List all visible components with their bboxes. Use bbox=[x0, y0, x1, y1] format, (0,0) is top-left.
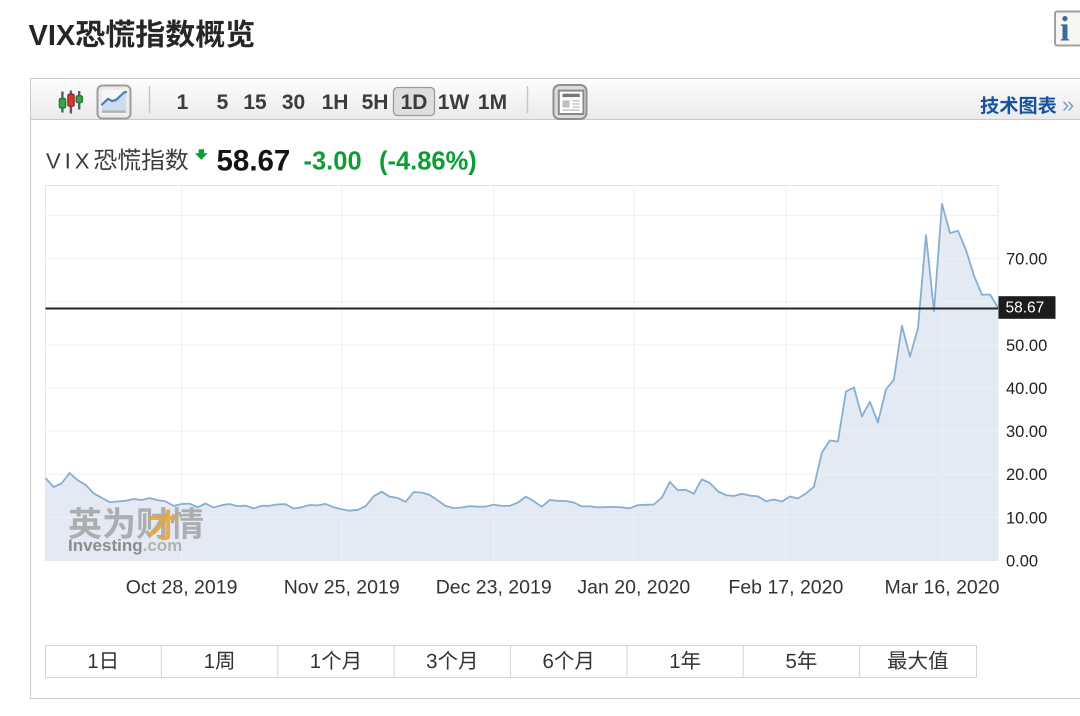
svg-text:1M: 1M bbox=[478, 91, 507, 114]
svg-text:»: » bbox=[1062, 92, 1074, 117]
svg-text:10.00: 10.00 bbox=[1006, 509, 1047, 527]
svg-text:1: 1 bbox=[177, 91, 189, 114]
svg-text:5: 5 bbox=[217, 91, 229, 114]
svg-text:Dec 23, 2019: Dec 23, 2019 bbox=[436, 577, 552, 599]
svg-text:15: 15 bbox=[243, 91, 267, 114]
svg-text:i: i bbox=[1060, 10, 1070, 49]
svg-text:40.00: 40.00 bbox=[1006, 380, 1047, 398]
svg-text:1D: 1D bbox=[401, 91, 428, 114]
svg-text:70.00: 70.00 bbox=[1006, 251, 1047, 269]
svg-text:-3.00: -3.00 bbox=[304, 148, 362, 176]
svg-text:Investing.com: Investing.com bbox=[68, 536, 182, 555]
svg-text:0.00: 0.00 bbox=[1006, 553, 1038, 571]
svg-text:Jan 20, 2020: Jan 20, 2020 bbox=[577, 577, 690, 599]
svg-text:5H: 5H bbox=[362, 91, 389, 114]
svg-text:1W: 1W bbox=[438, 91, 470, 114]
svg-text:1H: 1H bbox=[322, 91, 349, 114]
svg-text:58.67: 58.67 bbox=[217, 145, 291, 178]
svg-text:Oct 28, 2019: Oct 28, 2019 bbox=[126, 577, 238, 599]
svg-text:Mar 16, 2020: Mar 16, 2020 bbox=[885, 577, 1000, 599]
svg-text:Feb 17, 2020: Feb 17, 2020 bbox=[728, 577, 843, 599]
svg-text:(-4.86%): (-4.86%) bbox=[379, 148, 477, 176]
svg-text:50.00: 50.00 bbox=[1006, 337, 1047, 355]
svg-text:30.00: 30.00 bbox=[1006, 423, 1047, 441]
svg-text:20.00: 20.00 bbox=[1006, 466, 1047, 484]
svg-text:Nov 25, 2019: Nov 25, 2019 bbox=[284, 577, 400, 599]
svg-text:58.67: 58.67 bbox=[1006, 299, 1045, 316]
svg-text:30: 30 bbox=[282, 91, 305, 114]
